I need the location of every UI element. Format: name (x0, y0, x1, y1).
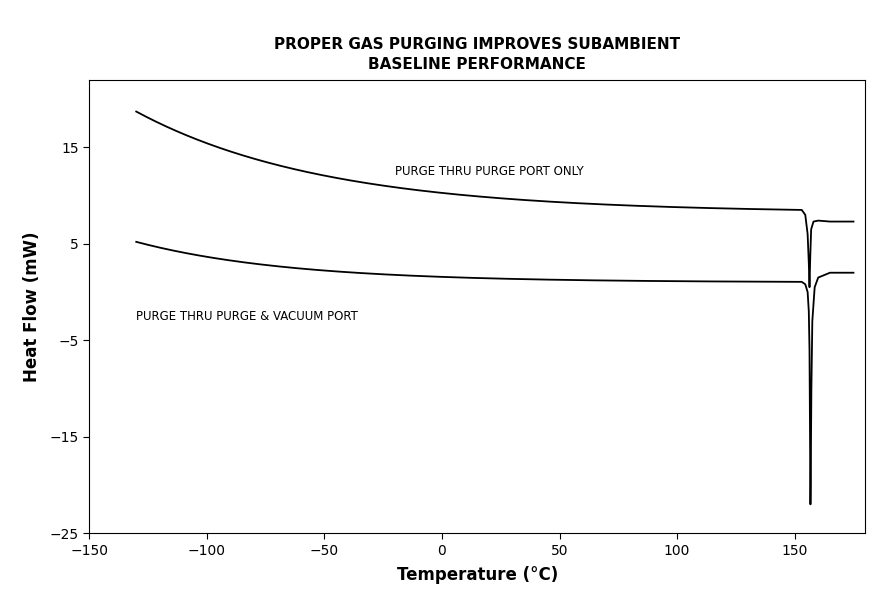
Text: PURGE THRU PURGE PORT ONLY: PURGE THRU PURGE PORT ONLY (395, 165, 583, 178)
Text: PURGE THRU PURGE & VACUUM PORT: PURGE THRU PURGE & VACUUM PORT (136, 310, 358, 322)
Y-axis label: Heat Flow (mW): Heat Flow (mW) (23, 231, 41, 382)
Title: PROPER GAS PURGING IMPROVES SUBAMBIENT
BASELINE PERFORMANCE: PROPER GAS PURGING IMPROVES SUBAMBIENT B… (274, 37, 681, 72)
X-axis label: Temperature (°C): Temperature (°C) (397, 566, 558, 584)
